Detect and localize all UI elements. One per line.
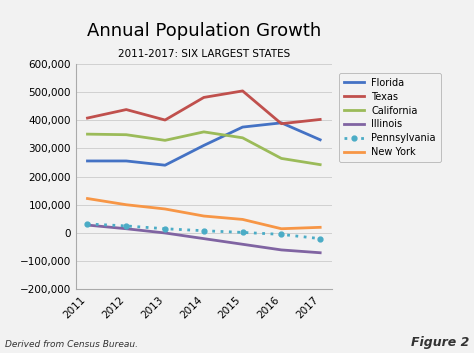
New York xyxy=(201,214,207,218)
Texas xyxy=(279,121,284,126)
California xyxy=(85,132,91,136)
Pennsylvania xyxy=(201,229,207,233)
Text: Figure 2: Figure 2 xyxy=(411,336,469,349)
Illinois xyxy=(317,251,323,255)
New York xyxy=(162,207,168,211)
Pennsylvania xyxy=(279,232,284,237)
New York xyxy=(85,196,91,201)
Legend: Florida, Texas, California, Illinois, Pennsylvania, New York: Florida, Texas, California, Illinois, Pe… xyxy=(339,73,441,162)
Texas xyxy=(162,118,168,122)
California xyxy=(240,136,246,140)
Illinois xyxy=(240,242,246,246)
Line: Florida: Florida xyxy=(88,123,320,165)
Florida xyxy=(317,138,323,142)
Illinois xyxy=(201,237,207,241)
Line: California: California xyxy=(88,132,320,164)
Pennsylvania xyxy=(85,222,91,226)
Illinois xyxy=(123,227,129,231)
Florida xyxy=(85,159,91,163)
Illinois xyxy=(279,248,284,252)
New York xyxy=(279,227,284,231)
Texas xyxy=(123,107,129,112)
Pennsylvania xyxy=(317,237,323,241)
Texas xyxy=(240,89,246,93)
Line: Texas: Texas xyxy=(88,91,320,124)
California xyxy=(123,133,129,137)
Illinois xyxy=(85,223,91,227)
Text: Derived from Census Bureau.: Derived from Census Bureau. xyxy=(5,341,138,349)
Line: Pennsylvania: Pennsylvania xyxy=(85,222,323,241)
California xyxy=(279,156,284,161)
Florida xyxy=(240,125,246,129)
Line: New York: New York xyxy=(88,198,320,229)
Florida xyxy=(279,121,284,125)
Pennsylvania xyxy=(240,230,246,234)
Florida xyxy=(201,143,207,148)
Illinois xyxy=(162,231,168,235)
California xyxy=(162,138,168,143)
New York xyxy=(240,217,246,222)
Texas xyxy=(201,95,207,100)
Title: Annual Population Growth: Annual Population Growth xyxy=(87,22,321,40)
Florida xyxy=(123,159,129,163)
California xyxy=(201,130,207,134)
Florida xyxy=(162,163,168,167)
New York xyxy=(317,225,323,229)
Texas xyxy=(85,116,91,120)
New York xyxy=(123,203,129,207)
Text: 2011-2017: SIX LARGEST STATES: 2011-2017: SIX LARGEST STATES xyxy=(118,49,290,59)
Pennsylvania xyxy=(123,224,129,228)
Pennsylvania xyxy=(162,227,168,231)
Line: Illinois: Illinois xyxy=(88,225,320,253)
Texas xyxy=(317,117,323,121)
California xyxy=(317,162,323,167)
